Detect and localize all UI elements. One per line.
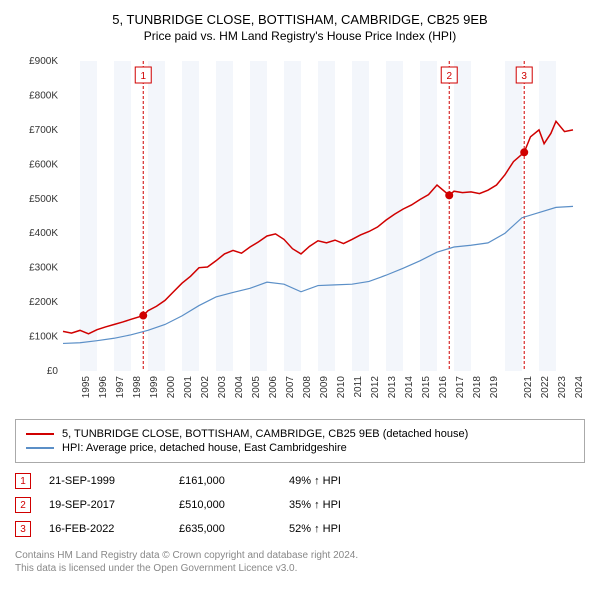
svg-text:2001: 2001 [183, 376, 194, 399]
svg-text:£0: £0 [47, 366, 59, 377]
svg-text:£600K: £600K [29, 159, 58, 170]
svg-text:2014: 2014 [404, 376, 415, 399]
svg-text:£400K: £400K [29, 228, 58, 239]
svg-text:2018: 2018 [472, 376, 483, 399]
chart-area: £0 £100K £200K £300K £400K £500K £600K £700K £80… [15, 51, 585, 411]
footnote: Contains HM Land Registry data © Crown c… [15, 549, 585, 575]
svg-text:£300K: £300K [29, 263, 58, 274]
svg-text:2000: 2000 [166, 376, 177, 399]
sale-date: 16-FEB-2022 [49, 523, 179, 535]
svg-text:2016: 2016 [438, 376, 449, 399]
sales-table: 1 21-SEP-1999£161,00049% ↑ HPI 2 19-SEP-201… [15, 469, 585, 541]
sale-date: 19-SEP-2017 [49, 499, 179, 511]
sale-delta: 52% ↑ HPI [289, 523, 389, 535]
svg-text:2013: 2013 [387, 376, 398, 399]
svg-text:2008: 2008 [302, 376, 313, 399]
legend-swatch [26, 447, 54, 449]
legend-swatch [26, 433, 54, 435]
svg-text:£200K: £200K [29, 297, 58, 308]
sales-row: 3 16-FEB-2022£635,00052% ↑ HPI [15, 517, 585, 541]
sale-marker-badge: 3 [15, 521, 31, 537]
sale-price: £510,000 [179, 499, 289, 511]
svg-text:3: 3 [521, 71, 527, 82]
svg-text:£100K: £100K [29, 332, 58, 343]
svg-text:1998: 1998 [132, 376, 143, 399]
svg-text:1996: 1996 [98, 376, 109, 399]
svg-text:£700K: £700K [29, 125, 58, 136]
sale-delta: 49% ↑ HPI [289, 475, 389, 487]
svg-text:2022: 2022 [540, 376, 551, 399]
sale-marker-badge: 2 [15, 497, 31, 513]
legend-label: 5, TUNBRIDGE CLOSE, BOTTISHAM, CAMBRIDGE… [62, 428, 468, 440]
svg-text:2015: 2015 [421, 376, 432, 399]
svg-text:2019: 2019 [489, 376, 500, 399]
svg-text:2012: 2012 [370, 376, 381, 399]
sale-marker-badge: 1 [15, 473, 31, 489]
legend-label: HPI: Average price, detached house, East… [62, 442, 347, 454]
svg-text:2010: 2010 [336, 376, 347, 399]
sale-delta: 35% ↑ HPI [289, 499, 389, 511]
chart-title: 5, TUNBRIDGE CLOSE, BOTTISHAM, CAMBRIDGE… [10, 12, 590, 27]
svg-text:1995: 1995 [81, 376, 92, 399]
svg-text:2002: 2002 [200, 376, 211, 399]
svg-text:2: 2 [446, 71, 452, 82]
svg-text:2009: 2009 [319, 376, 330, 399]
svg-text:£500K: £500K [29, 194, 58, 205]
footnote-line: Contains HM Land Registry data © Crown c… [15, 549, 585, 562]
svg-text:£800K: £800K [29, 90, 58, 101]
svg-text:1999: 1999 [149, 376, 160, 399]
svg-text:2006: 2006 [268, 376, 279, 399]
sale-date: 21-SEP-1999 [49, 475, 179, 487]
sale-price: £161,000 [179, 475, 289, 487]
svg-text:2005: 2005 [251, 376, 262, 399]
legend-row: HPI: Average price, detached house, East… [26, 442, 574, 454]
svg-text:2004: 2004 [234, 376, 245, 399]
svg-text:2024: 2024 [574, 376, 585, 399]
svg-text:£900K: £900K [29, 56, 58, 67]
svg-text:2011: 2011 [353, 376, 364, 398]
sales-row: 2 19-SEP-2017£510,00035% ↑ HPI [15, 493, 585, 517]
svg-text:2017: 2017 [455, 376, 466, 399]
line-chart: £0 £100K £200K £300K £400K £500K £600K £700K £80… [15, 51, 585, 411]
svg-text:1: 1 [140, 71, 146, 82]
svg-text:2007: 2007 [285, 376, 296, 399]
svg-text:2021: 2021 [523, 376, 534, 399]
legend: 5, TUNBRIDGE CLOSE, BOTTISHAM, CAMBRIDGE… [15, 419, 585, 463]
chart-subtitle: Price paid vs. HM Land Registry's House … [10, 29, 590, 43]
svg-text:2003: 2003 [217, 376, 228, 399]
svg-text:1997: 1997 [115, 376, 126, 399]
sales-row: 1 21-SEP-1999£161,00049% ↑ HPI [15, 469, 585, 493]
sale-price: £635,000 [179, 523, 289, 535]
svg-text:2023: 2023 [557, 376, 568, 399]
footnote-line: This data is licensed under the Open Gov… [15, 562, 585, 575]
legend-row: 5, TUNBRIDGE CLOSE, BOTTISHAM, CAMBRIDGE… [26, 428, 574, 440]
